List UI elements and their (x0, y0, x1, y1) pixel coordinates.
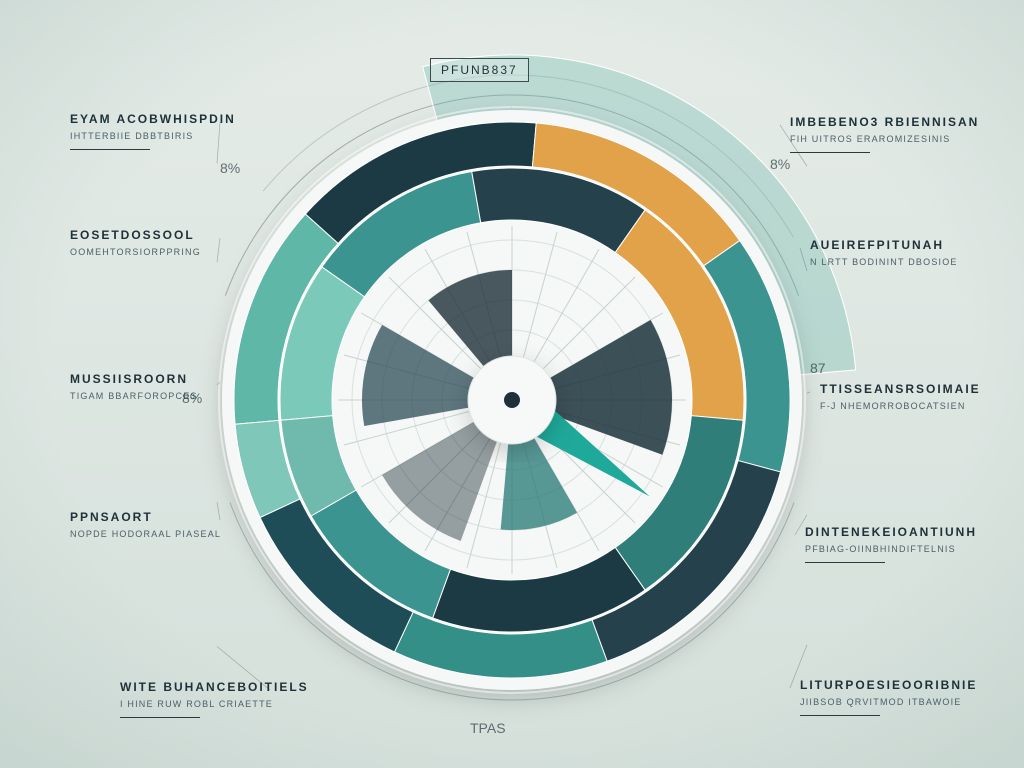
accent-badge: TPAS (470, 720, 506, 736)
callout-title: DINTENEKEIOANTIUNH (805, 525, 977, 539)
callout-lbl8: TTISSEANSRSOIMAIE F-J NHEMORROBOCATSIEN (820, 382, 981, 413)
callout-lbl1: EYAM ACOBWHISPDIN IHTTERBIIE DBBTBIRIS (70, 112, 236, 150)
callout-subtext: OOMEHTORSIORPPRING (70, 246, 201, 259)
callout-title: AUEIREFPITUNAH (810, 238, 958, 252)
callout-lbl5: WITE BUHANCEBOITIELS I HINE RUW ROBL CRIA… (120, 680, 300, 718)
top-badge-text: PFUNB837 (441, 63, 518, 77)
callout-lbl3: MUSSIISROORN TIGAM BBARFOROPCES (70, 372, 198, 403)
callout-subtext: NOPDE HODORAAL PIASEAL (70, 528, 221, 541)
callout-title: MUSSIISROORN (70, 372, 198, 386)
callout-rule (805, 562, 885, 563)
callout-title: IMBEBENO3 RBIENNISAN (790, 115, 970, 129)
callout-lbl9: DINTENEKEIOANTIUNH PFBIAG-OIINBHINDIFTELN… (805, 525, 977, 563)
callout-title: EOSETDOSSOOL (70, 228, 201, 242)
callout-lbl7: AUEIREFPITUNAH N LRTT BODININT DBOSIOE (810, 238, 958, 269)
callout-lbl2: EOSETDOSSOOL OOMEHTORSIORPPRING (70, 228, 201, 259)
callout-title: PPNSAORT (70, 510, 221, 524)
callout-subtext: TIGAM BBARFOROPCES (70, 390, 198, 403)
callout-subtext: IHTTERBIIE DBBTBIRIS (70, 130, 236, 143)
callout-title: WITE BUHANCEBOITIELS (120, 680, 300, 694)
callout-rule (120, 717, 200, 718)
callout-rule (800, 715, 880, 716)
top-badge: PFUNB837 (430, 58, 529, 82)
callout-subtext: F-J NHEMORROBOCATSIEN (820, 400, 981, 413)
callout-subtext: PFBIAG-OIINBHINDIFTELNIS (805, 543, 977, 556)
callout-subtext: I HINE RUW ROBL CRIAETTE (120, 698, 300, 711)
accent-badge: 87 (810, 360, 826, 376)
callout-title: LITURPOESIEOORIBNIE (800, 678, 977, 692)
accent-badge: 8% (770, 156, 790, 172)
callout-lbl10: LITURPOESIEOORIBNIE JIIBSOB QRVITMOD ITBA… (800, 678, 977, 716)
accent-badge: 8% (220, 160, 240, 176)
stage: PFUNB837 EYAM ACOBWHISPDIN IHTTERBIIE DBB… (0, 0, 1024, 768)
callout-title: EYAM ACOBWHISPDIN (70, 112, 236, 126)
accent-badge: 8% (182, 390, 202, 406)
callout-subtext: N LRTT BODININT DBOSIOE (810, 256, 958, 269)
callout-title: TTISSEANSRSOIMAIE (820, 382, 981, 396)
callout-subtext: FIH UITROS ERAROMIZESINIS (790, 133, 970, 146)
callout-subtext: JIIBSOB QRVITMOD ITBAWOIE (800, 696, 977, 709)
callout-rule (70, 149, 150, 150)
callout-rule (790, 152, 870, 153)
callout-lbl4: PPNSAORT NOPDE HODORAAL PIASEAL (70, 510, 221, 541)
callout-lbl6: IMBEBENO3 RBIENNISAN FIH UITROS ERAROMIZE… (790, 115, 970, 153)
